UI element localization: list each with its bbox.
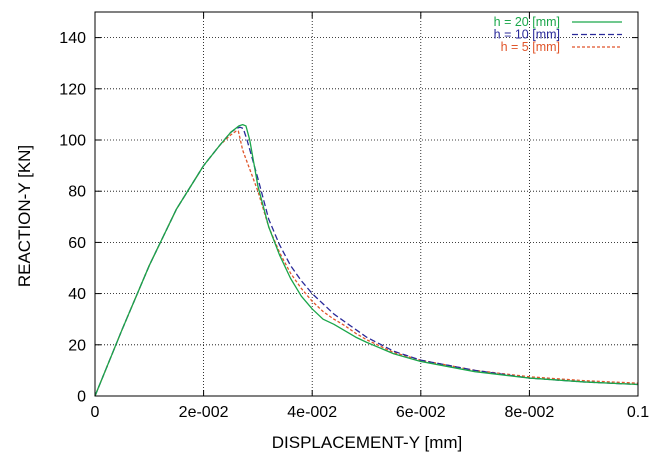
legend-label: h = 5 [mm]	[501, 40, 560, 54]
y-tick-label: 100	[59, 133, 86, 150]
y-tick-label: 0	[77, 389, 86, 406]
y-tick-label: 80	[68, 184, 86, 201]
x-tick-label: 6e-002	[396, 404, 446, 421]
series-line-2	[94, 130, 639, 397]
y-axis-label: REACTION-Y [KN]	[15, 145, 34, 287]
series-line-1	[94, 126, 639, 397]
y-tick-label: 60	[68, 235, 86, 252]
x-tick-label: 2e-002	[179, 404, 229, 421]
x-tick-label: 8e-002	[504, 404, 554, 421]
x-axis-label: DISPLACEMENT-Y [mm]	[272, 433, 463, 452]
plot-frame	[94, 11, 639, 397]
series-line-0	[94, 123, 639, 397]
x-tick-label: 0	[91, 404, 100, 421]
series-layer	[94, 123, 639, 397]
x-tick-label: 4e-002	[287, 404, 337, 421]
legend-label: h = 20 [mm]	[494, 15, 560, 29]
legend: h = 20 [mm]h = 10 [mm]h = 5 [mm]	[494, 15, 622, 54]
legend-label: h = 10 [mm]	[494, 28, 560, 42]
y-tick-label: 40	[68, 286, 86, 303]
ticks: 0 2e-002 4e-002 6e-002 8e-002 0.1 0 20 40 60 80 100…	[59, 12, 649, 421]
y-tick-label: 20	[68, 337, 86, 354]
y-tick-label: 140	[59, 30, 86, 47]
y-tick-label: 120	[59, 81, 86, 98]
grid	[95, 12, 638, 396]
x-tick-label: 0.1	[627, 404, 649, 421]
